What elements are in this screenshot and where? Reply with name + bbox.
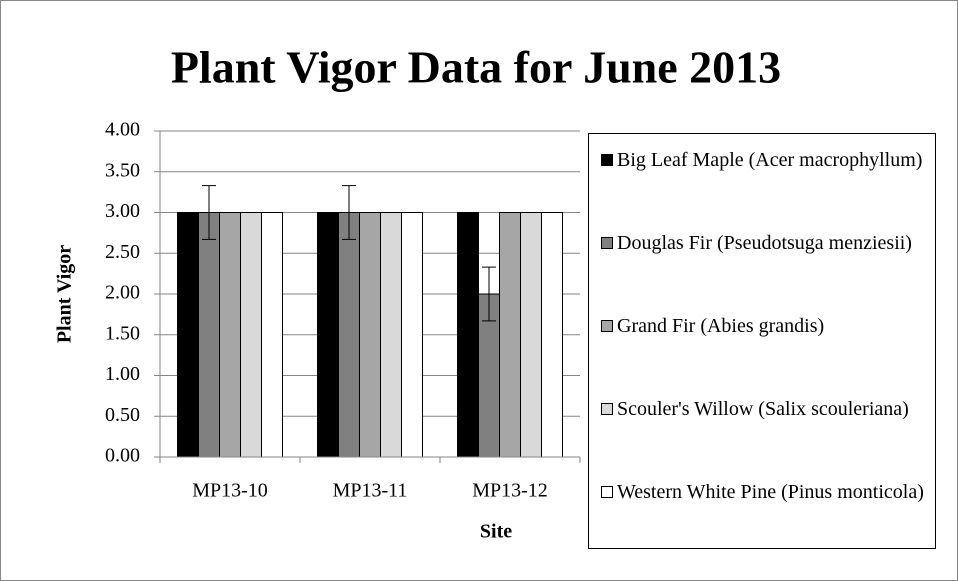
bar [359, 212, 381, 458]
bar [499, 212, 521, 458]
legend-label: Scouler's Willow (Salix scouleriana) [617, 398, 909, 420]
y-tick-label: 4.00 [105, 119, 140, 141]
x-tick-label: MP13-11 [333, 480, 408, 502]
y-tick-label: 2.00 [105, 282, 140, 304]
bar [317, 212, 339, 458]
chart-title: Plant Vigor Data for June 2013 [171, 42, 781, 93]
legend-entry: Scouler's Willow (Salix scouleriana) [601, 395, 927, 478]
legend: Big Leaf Maple (Acer macrophyllum) Dougla… [588, 133, 936, 549]
bar [541, 212, 563, 458]
y-tick-label: 2.50 [105, 241, 140, 263]
legend-entry: Western White Pine (Pinus monticola) [601, 478, 927, 561]
legend-swatch [601, 237, 613, 249]
y-tick-label: 3.00 [105, 200, 140, 222]
legend-label: Douglas Fir (Pseudotsuga menziesii) [617, 232, 912, 254]
y-tick-label: 0.50 [105, 404, 140, 426]
bar [198, 212, 220, 458]
legend-label: Big Leaf Maple (Acer macrophyllum) [617, 149, 923, 171]
bar [177, 212, 199, 458]
bar [261, 212, 283, 458]
y-tick-label: 0.00 [105, 445, 140, 467]
y-tick-label: 1.00 [105, 363, 140, 385]
y-tick-label: 1.50 [105, 322, 140, 344]
legend-entry: Big Leaf Maple (Acer macrophyllum) [601, 146, 927, 229]
bar [240, 212, 262, 458]
y-axis-label: Plant Vigor [54, 245, 76, 343]
x-axis-label: Site [480, 521, 512, 543]
bar [380, 212, 402, 458]
y-tick-label: 3.50 [105, 159, 140, 181]
bar [401, 212, 423, 458]
legend-entry: Grand Fir (Abies grandis) [601, 312, 927, 395]
legend-label: Grand Fir (Abies grandis) [617, 315, 825, 337]
legend-entry: Douglas Fir (Pseudotsuga menziesii) [601, 229, 927, 312]
legend-label: Western White Pine (Pinus monticola) [617, 481, 924, 503]
legend-swatch [601, 486, 613, 498]
x-tick-label: MP13-10 [192, 480, 268, 502]
bar [219, 212, 241, 458]
bar [520, 212, 542, 458]
legend-swatch [601, 320, 613, 332]
legend-swatch [601, 403, 613, 415]
bar [457, 212, 479, 458]
legend-swatch [601, 154, 613, 166]
bar [338, 212, 360, 458]
x-tick-label: MP13-12 [472, 480, 548, 502]
